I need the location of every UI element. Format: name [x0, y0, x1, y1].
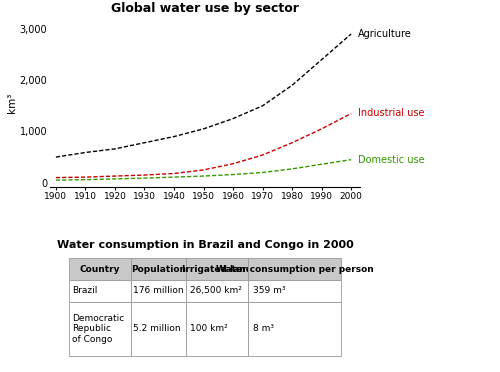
Text: Domestic use: Domestic use — [358, 155, 424, 165]
Y-axis label: km³: km³ — [6, 93, 16, 113]
Text: Agriculture: Agriculture — [358, 29, 412, 39]
Title: Global water use by sector: Global water use by sector — [111, 1, 299, 15]
Text: Industrial use: Industrial use — [358, 109, 424, 119]
Title: Water consumption in Brazil and Congo in 2000: Water consumption in Brazil and Congo in… — [56, 240, 354, 250]
